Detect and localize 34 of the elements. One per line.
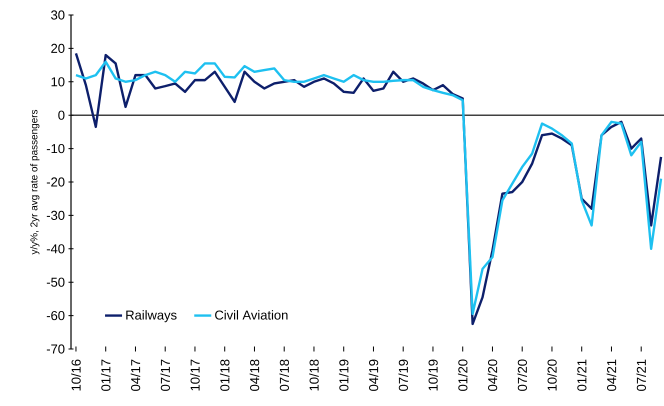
x-tick-label: 04/21 (606, 360, 616, 391)
y-tick-label: 30 (51, 10, 64, 20)
x-tick-label: 04/19 (368, 360, 378, 391)
legend-label: Railways (126, 310, 177, 322)
x-tick-label: 07/18 (279, 360, 289, 391)
x-tick-label: 01/21 (576, 360, 586, 391)
y-tick-label: 10 (52, 77, 64, 86)
x-tick-label: 01/20 (458, 360, 468, 391)
x-tick-label: 04/18 (250, 360, 260, 391)
y-tick-label: -10 (46, 144, 64, 154)
x-tick-label: 01/17 (100, 360, 110, 391)
y-tick-label: -20 (46, 177, 64, 187)
x-tick-label: 07/17 (160, 360, 170, 391)
x-tick-label: 04/17 (130, 360, 140, 391)
legend-label: Civil Aviation (215, 310, 288, 320)
x-tick-label: 10/18 (309, 360, 319, 390)
y-tick-label: 20 (51, 44, 64, 53)
x-tick-label: 10/16 (71, 360, 81, 390)
x-tick-label: 10/17 (190, 360, 200, 390)
x-tick-label: 01/19 (338, 360, 348, 391)
y-tick-label: -50 (46, 278, 64, 287)
y-tick-label: 0 (58, 110, 64, 120)
x-tick-label: 07/20 (517, 360, 527, 391)
x-tick-label: 10/19 (428, 360, 438, 390)
y-tick-label: -30 (46, 210, 64, 220)
y-tick-label: -70 (46, 344, 64, 354)
x-tick-label: 01/18 (220, 360, 230, 391)
x-tick-label: 07/21 (636, 360, 646, 391)
x-tick-label: 07/19 (398, 360, 408, 391)
x-tick-label: 10/20 (547, 360, 557, 390)
y-tick-label: -40 (46, 244, 64, 254)
x-tick-label: 04/20 (488, 360, 498, 391)
y-tick-label: -60 (46, 311, 64, 320)
y-axis-title: y/y%, 2yr avg rate of passengers (30, 110, 40, 255)
